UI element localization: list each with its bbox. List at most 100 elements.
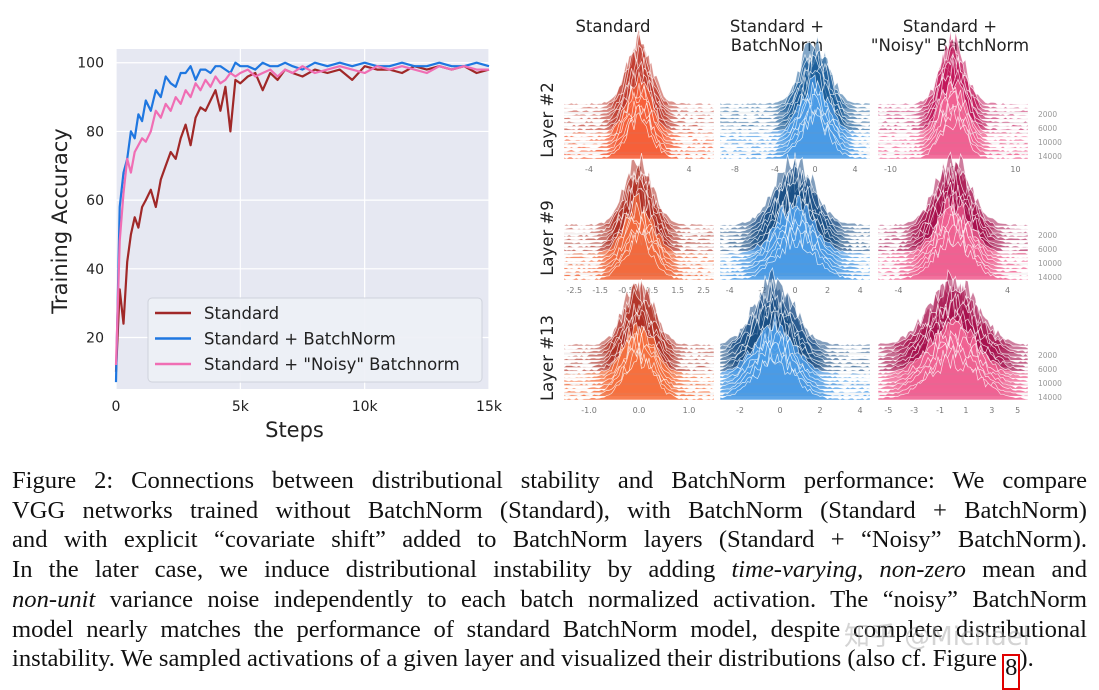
y-tick-label: 40: [86, 262, 104, 278]
step-label: 2000: [1038, 351, 1057, 360]
ridgeline-panel: -404200060001000014000: [877, 151, 1062, 295]
ridgeline-panel: -2 0 2 4: [719, 266, 871, 415]
caption-line: In the later case, we induce distributio…: [12, 555, 1087, 585]
step-label: 10000: [1038, 138, 1062, 147]
ridgeline-panel: -2.5 -1.5 -0.5 0.5 1.5 2.5: [562, 152, 715, 295]
legend-entry-label: Standard + "Noisy" Batchnorm: [204, 355, 460, 374]
ridge-tick-label: -4: [726, 286, 734, 295]
caption-text: mean and: [965, 556, 1087, 584]
ridge-tick-label: 0: [812, 165, 817, 174]
caption-text: ,: [857, 556, 880, 584]
step-label: 14000: [1038, 273, 1062, 282]
x-axis-label: Steps: [265, 418, 324, 442]
y-tick-label: 60: [86, 193, 104, 209]
figure-reference-box[interactable]: 8: [1002, 654, 1021, 690]
caption-text: instability. We sampled activations of a…: [12, 645, 1004, 673]
ridge-tick-label: 1.0: [683, 406, 696, 415]
step-label: 2000: [1038, 231, 1057, 240]
caption-text: non-unit: [12, 585, 96, 613]
ridgeline-panel: -1.0 0.0 1.0: [563, 278, 715, 415]
caption-text: Figure 2: Connections between distributi…: [12, 467, 1087, 494]
ridge-tick-label: -4: [585, 165, 593, 174]
x-tick-label: 15k: [476, 399, 503, 415]
caption-text: VGG networks trained without BatchNorm (…: [12, 496, 1087, 524]
row-label: Layer #9: [538, 200, 557, 276]
caption-line: non-unit variance noise independently to…: [12, 585, 1087, 615]
ridge-tick-label: -4: [771, 165, 779, 174]
step-label: 10000: [1038, 259, 1062, 268]
y-tick-label: 100: [77, 56, 104, 72]
ridge-layer: [719, 112, 871, 160]
x-tick-label: 0: [112, 399, 121, 415]
ridge-tick-label: 5: [1015, 406, 1020, 415]
column-title: Standard +: [903, 17, 997, 36]
caption-text: ).: [1019, 645, 1034, 673]
ridge-layer: [877, 236, 1029, 281]
caption-line: VGG networks trained without BatchNorm (…: [12, 496, 1087, 526]
caption-line: Figure 2: Connections between distributi…: [12, 466, 1087, 496]
ridge-tick-label: 0: [777, 406, 782, 415]
ridge-tick-label: 10: [1010, 165, 1020, 174]
ridge-tick-label: 4: [858, 286, 863, 295]
caption-text: model nearly matches the performance of …: [12, 615, 1087, 643]
ridge-tick-label: -1.5: [592, 286, 608, 295]
step-label: 14000: [1038, 393, 1062, 402]
ridge-tick-label: -4: [894, 286, 902, 295]
column-title: Standard: [575, 17, 650, 36]
ridgeline-panel: -404: [563, 28, 716, 174]
caption-line: model nearly matches the performance of …: [12, 615, 1087, 645]
y-tick-label: 20: [86, 330, 104, 346]
step-label: 6000: [1038, 365, 1057, 374]
row-label: Layer #13: [538, 315, 557, 401]
caption-text: variance noise independently to each bat…: [95, 585, 1087, 613]
watermark: 知乎 @Michael: [844, 622, 1030, 652]
ridge-tick-label: 2: [817, 406, 822, 415]
ridge-tick-label: -2.5: [567, 286, 583, 295]
ridge-tick-label: 4: [686, 165, 691, 174]
ridge-tick-label: 4: [857, 406, 862, 415]
ridge-tick-label: 0.5: [646, 286, 659, 295]
legend-entry-label: Standard: [204, 304, 279, 323]
ridge-tick-label: -3: [910, 406, 918, 415]
caption-text: and with explicit “covariate shift” adde…: [12, 526, 1087, 554]
row-label: Layer #2: [538, 82, 557, 158]
column-title: Standard +: [730, 17, 824, 36]
ridgeline-panel: -8 -4 0 4: [719, 35, 871, 174]
step-label: 2000: [1038, 110, 1057, 119]
ridge-layer: [563, 351, 715, 401]
ridge-tick-label: -1: [936, 406, 944, 415]
ridge-layer: [563, 112, 715, 160]
ridge-tick-label: -5: [884, 406, 892, 415]
ridge-tick-label: 4: [1005, 286, 1010, 295]
ridge-tick-label: 3: [989, 406, 994, 415]
caption-line: instability. We sampled activations of a…: [12, 644, 1087, 690]
ridge-tick-label: -1.0: [581, 406, 597, 415]
ridge-layer: [563, 230, 715, 281]
legend-box: [147, 297, 483, 383]
step-label: 10000: [1038, 379, 1062, 388]
ridge-tick-label: -8: [731, 165, 739, 174]
step-label: 6000: [1038, 245, 1057, 254]
caption-text: In the later case, we induce distributio…: [12, 556, 732, 584]
ridge-layer: [877, 353, 1029, 401]
y-axis-label: Training Accuracy: [48, 128, 72, 314]
caption-text: non-zero: [879, 556, 966, 584]
ridge-tick-label: 2: [825, 286, 830, 295]
ridge-tick-label: -2: [736, 406, 744, 415]
ridge-tick-label: 0: [792, 286, 797, 295]
step-label: 14000: [1038, 152, 1062, 161]
figure-caption: Figure 2: Connections between distributi…: [12, 466, 1087, 690]
y-tick-label: 80: [86, 124, 104, 140]
x-tick-label: 5k: [232, 399, 250, 415]
ridge-layer: [877, 116, 1029, 160]
ridge-tick-label: -10: [884, 165, 897, 174]
caption-line: and with explicit “covariate shift” adde…: [12, 525, 1087, 555]
column-title: BatchNorm: [731, 36, 823, 55]
ridgeline-panel: -5 -3 -1 1 3 5 2000 6000 10000 14000: [877, 268, 1062, 415]
ridge-tick-label: 1: [963, 406, 968, 415]
x-tick-label: 10k: [352, 399, 379, 415]
ridge-tick-label: 1.5: [671, 286, 684, 295]
ridge-tick-label: 4: [852, 165, 857, 174]
ridge-layer: [719, 356, 871, 401]
